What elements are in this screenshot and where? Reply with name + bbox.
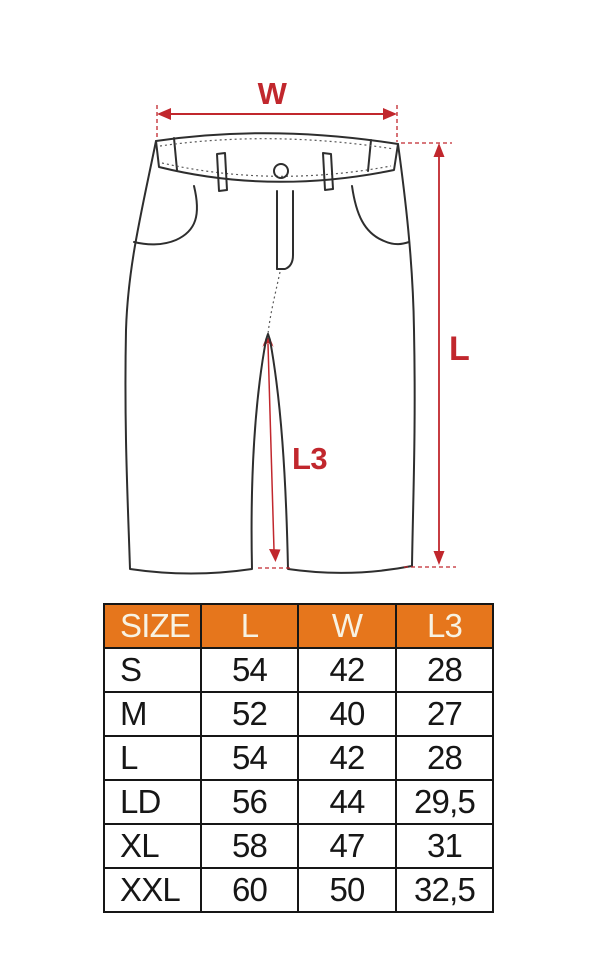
length-dimension: L	[401, 142, 470, 568]
table-cell-l3: 32,5	[395, 867, 494, 913]
table-row: XL 58 47 31	[103, 823, 494, 869]
table-cell-l: 54	[200, 735, 299, 781]
table-row: M 52 40 27	[103, 691, 494, 737]
table-cell-size: LD	[103, 779, 202, 825]
length-arrowhead-bottom	[433, 551, 445, 565]
pocket-right	[351, 185, 410, 246]
table-cell-l: 56	[200, 779, 299, 825]
table-row: S 54 42 28	[103, 647, 494, 693]
size-table-header-l3: L3	[395, 603, 494, 649]
belt-loop-left-icon	[216, 152, 228, 192]
waistband-stitch-bottom	[161, 162, 392, 177]
size-table-header-l: L	[200, 603, 299, 649]
pocket-left	[133, 185, 198, 246]
width-dimension: W	[156, 76, 398, 142]
inseam-dimension: L3	[258, 343, 328, 569]
table-row: L 54 42 28	[103, 735, 494, 781]
table-cell-w: 42	[297, 647, 397, 693]
table-cell-size: S	[103, 647, 202, 693]
table-cell-w: 42	[297, 735, 397, 781]
table-cell-l: 58	[200, 823, 299, 869]
table-cell-w: 50	[297, 867, 397, 913]
width-arrowhead-left	[157, 108, 171, 120]
button-icon	[273, 163, 289, 179]
table-cell-l: 52	[200, 691, 299, 737]
size-table: SIZE L W L3 S 54 42 28 M 52 40 27 L 54	[103, 603, 494, 913]
length-arrowhead-top	[433, 143, 445, 157]
table-cell-l3: 28	[395, 735, 494, 781]
table-cell-l: 60	[200, 867, 299, 913]
table-cell-size: L	[103, 735, 202, 781]
waistband-seam-right	[367, 139, 372, 172]
table-header-row: SIZE L W L3	[103, 603, 494, 649]
waistband-group	[155, 132, 399, 183]
table-cell-l3: 27	[395, 691, 494, 737]
table-cell-l3: 29,5	[395, 779, 494, 825]
waist-details-group	[216, 152, 334, 270]
table-cell-size: XL	[103, 823, 202, 869]
table-cell-size: M	[103, 691, 202, 737]
table-cell-w: 40	[297, 691, 397, 737]
table-cell-w: 47	[297, 823, 397, 869]
table-row: LD 56 44 29,5	[103, 779, 494, 825]
table-cell-w: 44	[297, 779, 397, 825]
shorts-outline	[124, 140, 416, 575]
table-cell-size: XXL	[103, 867, 202, 913]
fly-right-line	[276, 190, 294, 270]
table-row: XXL 60 50 32,5	[103, 867, 494, 913]
waistband	[155, 132, 399, 183]
table-cell-l3: 31	[395, 823, 494, 869]
fly-center-seam	[267, 271, 281, 335]
shorts-outline-group	[124, 140, 416, 575]
size-table-header-size: SIZE	[103, 603, 202, 649]
inseam-label: L3	[292, 441, 327, 476]
table-cell-l3: 28	[395, 647, 494, 693]
belt-loop-right-icon	[322, 152, 334, 191]
length-label: L	[449, 330, 469, 368]
width-label: W	[258, 76, 288, 111]
width-arrowhead-right	[383, 108, 397, 120]
inseam-arrowhead	[269, 549, 281, 562]
shorts-technical-drawing: W L L3	[124, 76, 470, 575]
table-cell-l: 54	[200, 647, 299, 693]
waistband-seam-left	[173, 137, 178, 171]
inseam-arrow-line	[267, 343, 275, 551]
waistband-stitch-top	[159, 138, 395, 150]
size-table-header-w: W	[297, 603, 397, 649]
